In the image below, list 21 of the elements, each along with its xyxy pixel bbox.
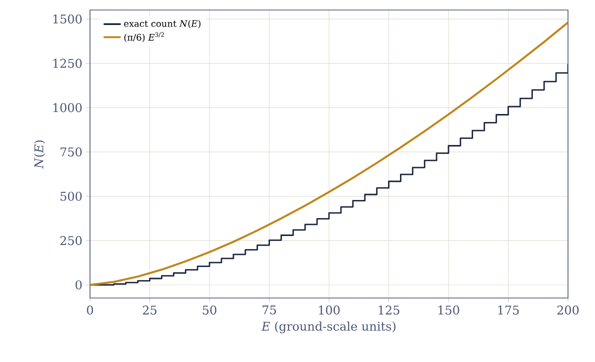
x-tick-label: 200 xyxy=(557,306,579,315)
line-series xyxy=(90,21,568,286)
x-tick-label: 50 xyxy=(202,306,216,315)
y-tick-label: 1000 xyxy=(53,103,82,112)
x-tick-label: 125 xyxy=(378,306,400,315)
x-tick-label: 100 xyxy=(319,306,340,315)
x-tick-label: 25 xyxy=(142,306,156,315)
x-tick-label: 75 xyxy=(262,306,276,314)
x-tick-label: 150 xyxy=(438,306,460,315)
x-tick-label: 175 xyxy=(498,306,519,315)
y-tick-label: 1500 xyxy=(53,14,82,24)
y-tick-label: 0 xyxy=(76,280,82,290)
y-tick-label: 500 xyxy=(60,192,82,201)
y-tick-label: 750 xyxy=(60,147,82,157)
y-axis-title: N(E) xyxy=(34,140,46,169)
x-tick-label: 0 xyxy=(86,306,94,315)
x-axis-title: E (ground-scale units) xyxy=(261,321,396,334)
legend-label: exact count N(E) xyxy=(124,20,200,28)
y-tick-label: 250 xyxy=(60,236,82,246)
y-tick-label: 1250 xyxy=(53,58,82,68)
legend-label: (π/6) E$^{3/2}$ xyxy=(124,32,164,42)
